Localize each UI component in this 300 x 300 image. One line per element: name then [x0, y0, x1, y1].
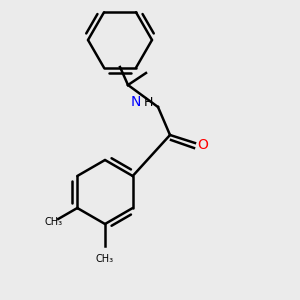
- Text: CH₃: CH₃: [44, 217, 62, 227]
- Text: N: N: [131, 95, 141, 109]
- Text: O: O: [198, 138, 208, 152]
- Text: CH₃: CH₃: [96, 254, 114, 264]
- Text: H: H: [143, 95, 153, 109]
